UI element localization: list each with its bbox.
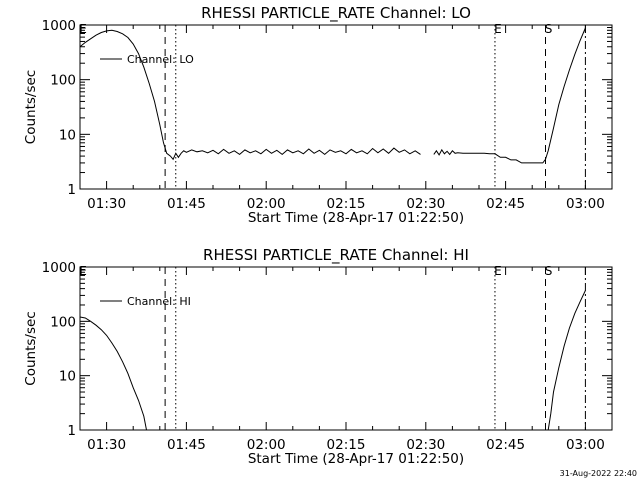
footer-timestamp: 31-Aug-2022 22:40 [560, 469, 637, 478]
panel2-y-tick-label: 100 [50, 314, 76, 330]
panel2-y-axis-label: Counts/sec [23, 311, 39, 385]
panel2-legend-label: Channel: HI [127, 295, 191, 308]
panel1-y-tick-label: 1 [67, 182, 76, 198]
panel2-x-tick-label: 02:00 [247, 437, 286, 453]
panel1-event-marker-label: E [494, 22, 502, 36]
panel1-event-marker-label: E [79, 22, 87, 36]
panel2-y-tick-label: 1000 [42, 260, 76, 276]
panel2-x-tick-label: 03:00 [566, 437, 605, 453]
panel1-x-tick-label: 03:00 [566, 196, 605, 212]
panel1-x-tick-label: 02:00 [247, 196, 286, 212]
panel2-event-marker-label: S [545, 264, 553, 278]
panel1-x-tick-label: 02:15 [327, 196, 366, 212]
panel1-legend-label: Channel: LO [127, 53, 194, 66]
panel2-x-tick-label: 01:45 [167, 437, 206, 453]
panel2-x-tick-label: 02:30 [406, 437, 445, 453]
panel1-x-axis-label: Start Time (28-Apr-17 01:22:50) [248, 210, 464, 226]
panel1-plot-frame [79, 24, 613, 190]
panel2-x-tick-label: 02:15 [327, 437, 366, 453]
panel1-title: RHESSI PARTICLE_RATE Channel: LO [201, 4, 471, 23]
panel2-x-tick-label: 02:45 [486, 437, 525, 453]
panel1-data-series-line [79, 29, 421, 161]
panel2-title: RHESSI PARTICLE_RATE Channel: HI [203, 246, 469, 265]
panel2-plot-frame [79, 266, 613, 431]
panel1-x-tick-label: 01:30 [87, 196, 126, 212]
panel1-y-tick-label: 10 [59, 127, 76, 143]
panel2-event-marker-label: E [494, 264, 502, 278]
panel1-y-tick-label: 1000 [42, 18, 76, 34]
panel1-data-series-line [433, 27, 586, 164]
panel2-y-tick-label: 1 [67, 423, 76, 439]
panel1-x-tick-label: 02:30 [406, 196, 445, 212]
panel2-x-tick-label: 01:30 [87, 437, 126, 453]
panel1-x-tick-label: 02:45 [486, 196, 525, 212]
panel2-event-marker-label: E [79, 264, 87, 278]
panel2-data-series-line [547, 290, 586, 431]
panel2-y-tick-label: 10 [59, 369, 76, 385]
panel1-y-tick-label: 100 [50, 73, 76, 89]
panel2-x-axis-label: Start Time (28-Apr-17 01:22:50) [248, 451, 464, 467]
panel1-y-axis-label: Counts/sec [23, 70, 39, 144]
panel2-data-series-line [79, 316, 147, 431]
panel1-event-marker-label: S [545, 22, 553, 36]
panel1-x-tick-label: 01:45 [167, 196, 206, 212]
